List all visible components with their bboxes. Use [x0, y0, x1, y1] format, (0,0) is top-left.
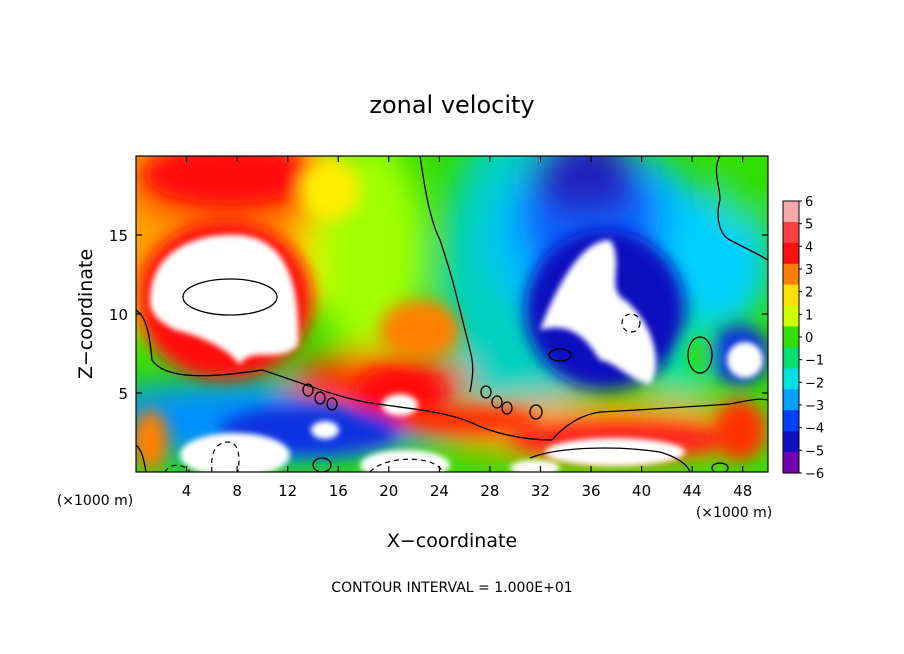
- contour-closed-bottom-right: [711, 462, 729, 472]
- colorbar-label: 3: [805, 263, 813, 278]
- y-tick-label: 5: [118, 385, 128, 403]
- chart-title: zonal velocity: [369, 91, 534, 119]
- contour-negative-bottom-3: [164, 464, 191, 472]
- x-unit-left: (×1000 m): [57, 493, 133, 509]
- colorbar-segment: [783, 284, 799, 307]
- field-layer-saturated: [150, 234, 763, 472]
- x-tick-label: 4: [182, 482, 192, 500]
- x-tick-label: 28: [480, 482, 499, 500]
- x-tick-label: 16: [329, 482, 348, 500]
- x-tick-label: 44: [683, 482, 702, 500]
- colorbar-label: 4: [805, 240, 813, 255]
- contour-lines: [136, 156, 768, 472]
- colorbar-label: −1: [805, 354, 824, 369]
- colorbar-label: −2: [805, 376, 824, 391]
- colorbar-segment: [783, 263, 799, 286]
- x-tick-label: 36: [581, 482, 600, 500]
- colorbar-segment: [783, 242, 799, 265]
- colorbar-segment: [783, 410, 799, 432]
- contour-interval-note: CONTOUR INTERVAL = 1.000E+01: [331, 580, 572, 596]
- x-axis-ticks: 4 8 12 16 20 24 28 32 36 40 44 48: [182, 156, 752, 500]
- contour-closed-small-2: [314, 391, 326, 405]
- contour-left-edge: [136, 444, 147, 472]
- colorbar-label: 2: [805, 286, 813, 301]
- colorbar-segment: [783, 452, 799, 474]
- colorbar-segment: [783, 305, 799, 328]
- colorbar-label: 5: [805, 218, 813, 233]
- contour-negative-bottom-1: [210, 441, 240, 472]
- x-tick-label: 40: [632, 482, 651, 500]
- colorbar-label: −4: [805, 422, 824, 437]
- contour-zero-west: [136, 309, 553, 441]
- contour-closed-small-4: [480, 385, 492, 399]
- colorbar-label: −6: [805, 467, 824, 482]
- contour-closed-east: [548, 348, 572, 362]
- colorbar-segment: [783, 389, 799, 411]
- x-tick-label: 32: [531, 482, 550, 500]
- y-tick-label: 15: [109, 227, 128, 245]
- colorbar-segment: [783, 201, 799, 223]
- colorbar-label: −5: [805, 444, 824, 459]
- contour-closed-small-6: [501, 401, 513, 415]
- contour-closed-mid: [529, 404, 543, 420]
- x-tick-label: 12: [278, 482, 297, 500]
- colorbar-segment: [783, 221, 799, 244]
- x-axis-label: X−coordinate: [387, 530, 517, 552]
- y-tick-label: 10: [109, 306, 128, 324]
- colorbar: 6 5 4 3 2 1 0 −1 −2 −3 −4 −5 −6: [782, 195, 824, 482]
- colorbar-label: 6: [805, 195, 813, 210]
- contour-closed-west: [182, 278, 278, 316]
- colorbar-segment: [783, 368, 799, 390]
- colorbar-segment: [783, 326, 799, 348]
- colorbar-segment: [783, 431, 799, 453]
- contour-zero-north: [419, 156, 474, 393]
- contour-positive-bottom: [529, 447, 691, 472]
- contour-closed-small-1: [302, 383, 314, 397]
- contour-closed-right: [687, 336, 713, 374]
- heatmap-field: [136, 156, 768, 472]
- contour-closed-bottom: [312, 457, 332, 472]
- x-unit-right: (×1000 m): [696, 505, 772, 521]
- colorbar-segment: [783, 347, 799, 369]
- colorbar-label: 1: [805, 308, 813, 323]
- x-tick-label: 8: [232, 482, 242, 500]
- colorbar-label: −3: [805, 399, 824, 414]
- x-tick-label: 20: [379, 482, 398, 500]
- y-axis-ticks: 5 10 15: [109, 227, 768, 403]
- contour-closed-small-3: [326, 397, 338, 411]
- contour-zero-northeast: [715, 156, 768, 261]
- y-axis-label: Z−coordinate: [75, 249, 97, 379]
- contour-negative-bottom-2: [369, 458, 443, 472]
- colorbar-label: 0: [805, 331, 813, 346]
- contour-negative-east: [621, 313, 641, 333]
- contour-zero-east: [551, 398, 768, 441]
- x-tick-label: 48: [733, 482, 752, 500]
- contour-closed-small-5: [491, 395, 503, 409]
- contour-lines-negative: [164, 313, 641, 472]
- x-tick-label: 24: [430, 482, 449, 500]
